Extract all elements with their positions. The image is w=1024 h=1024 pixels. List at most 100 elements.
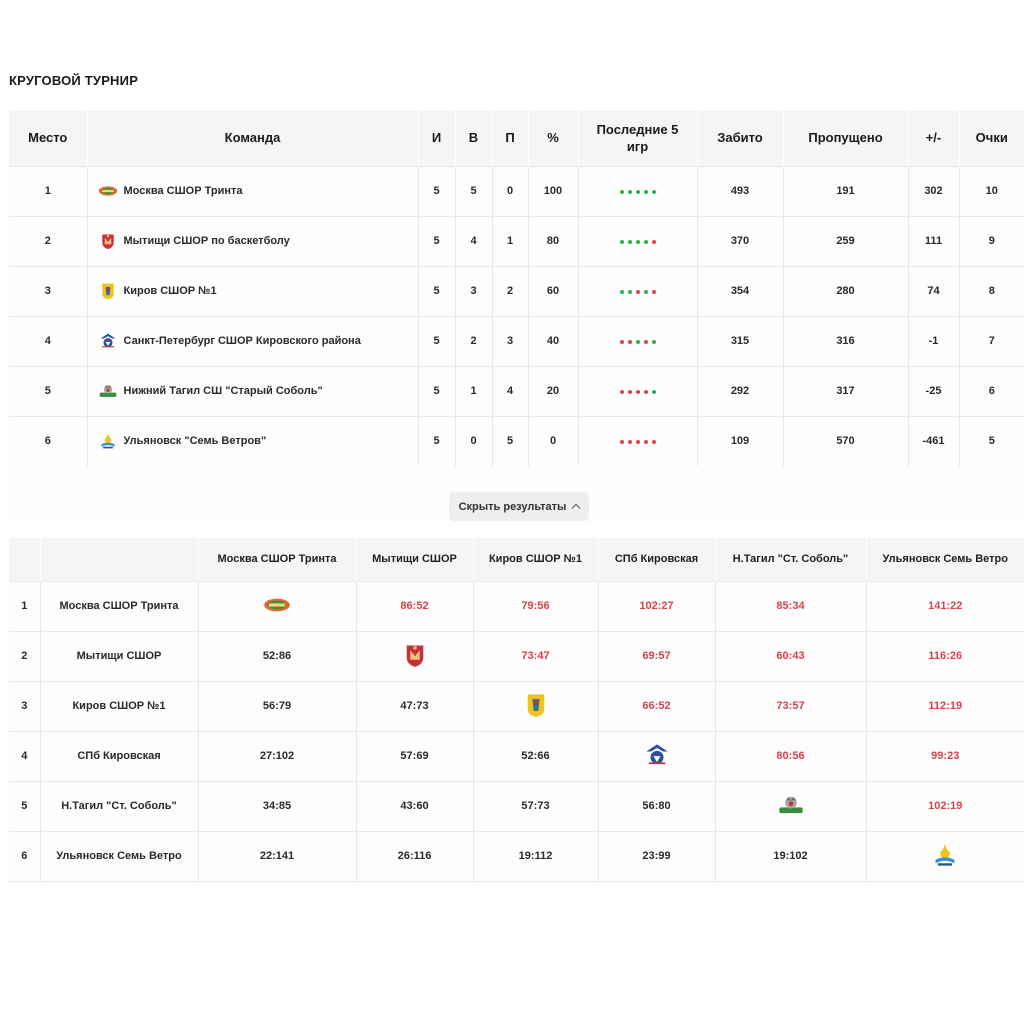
- score-cell[interactable]: 43:60: [356, 780, 474, 831]
- header-games[interactable]: И: [418, 110, 456, 166]
- points-cell: 9: [959, 215, 1024, 266]
- score-cell[interactable]: 34:85: [198, 780, 357, 831]
- score-cell[interactable]: 57:69: [356, 730, 474, 781]
- score-cell[interactable]: 27:102: [198, 730, 357, 781]
- loss-dot: [619, 340, 624, 344]
- team-name[interactable]: Москва СШОР Тринта: [123, 185, 243, 197]
- standings-row[interactable]: 1 Москва СШОР Тринта 5 5 0 100 493 191 302 10: [9, 165, 1024, 216]
- loss-dot: [643, 340, 648, 344]
- score-cell[interactable]: 102:27: [598, 580, 716, 631]
- header-diff[interactable]: +/-: [908, 110, 960, 166]
- place-cell: 4: [9, 315, 88, 366]
- results-matrix: Москва СШОР Тринта Мытищи СШОР Киров СШОР …: [9, 538, 1024, 882]
- losses-cell: 2: [492, 265, 529, 316]
- hide-results-label: Скрыть результаты: [458, 500, 567, 513]
- loss-dot: [627, 440, 632, 444]
- score-cell[interactable]: 85:34: [715, 580, 867, 631]
- spb-logo-icon: [98, 332, 118, 350]
- standings-row[interactable]: 2 Мытищи СШОР по баскетболу 5 4 1 80 370 259 111…: [9, 215, 1024, 266]
- last5-dots: [619, 290, 656, 294]
- matrix-header-place: [9, 538, 41, 581]
- matrix-diagonal-cell: [356, 630, 474, 681]
- score-cell[interactable]: 47:73: [356, 680, 474, 731]
- scored-cell: 315: [697, 315, 784, 366]
- score-cell[interactable]: 116:26: [866, 630, 1024, 681]
- mytishchi-logo-icon: [401, 642, 429, 668]
- diff-cell: -25: [908, 365, 960, 416]
- header-conceded[interactable]: Пропущено: [783, 110, 909, 166]
- header-scored[interactable]: Забито: [697, 110, 784, 166]
- standings-row[interactable]: 3 Киров СШОР №1 5 3 2 60 354 280 74 8: [9, 265, 1024, 316]
- score-cell[interactable]: 141:22: [866, 580, 1024, 631]
- win-dot: [643, 240, 648, 244]
- team-name[interactable]: Ульяновск "Семь Ветров": [123, 435, 267, 447]
- score-cell[interactable]: 56:79: [198, 680, 357, 731]
- score-cell[interactable]: 73:57: [715, 680, 867, 731]
- win-dot: [619, 290, 624, 294]
- matrix-team-cell[interactable]: Мытищи СШОР: [40, 630, 199, 681]
- score-cell[interactable]: 79:56: [473, 580, 599, 631]
- header-last5[interactable]: Последние 5 игр: [578, 110, 698, 166]
- score-cell[interactable]: 73:47: [473, 630, 599, 681]
- standings-row[interactable]: 4 Санкт-Петербург СШОР Кировского района 5…: [9, 315, 1024, 366]
- score-cell[interactable]: 102:19: [866, 780, 1024, 831]
- loss-dot: [651, 290, 656, 294]
- hide-results-button[interactable]: Скрыть результаты: [449, 492, 589, 521]
- last5-cell: [578, 365, 698, 416]
- loss-dot: [635, 290, 640, 294]
- header-percent[interactable]: %: [528, 110, 579, 166]
- score-cell[interactable]: 86:52: [356, 580, 474, 631]
- team-name[interactable]: Мытищи СШОР по баскетболу: [123, 235, 290, 247]
- matrix-team-cell[interactable]: Н.Тагил "Ст. Соболь": [40, 780, 199, 831]
- score-cell[interactable]: 112:19: [866, 680, 1024, 731]
- losses-cell: 1: [492, 215, 529, 266]
- standings-row[interactable]: 5 Нижний Тагил СШ "Старый Соболь" 5 1 4 20 292…: [9, 365, 1024, 416]
- place-cell: 6: [9, 415, 88, 467]
- score-cell[interactable]: 19:112: [473, 830, 599, 882]
- score-cell[interactable]: 52:86: [198, 630, 357, 681]
- win-dot: [627, 190, 632, 194]
- score-cell[interactable]: 80:56: [715, 730, 867, 781]
- loss-dot: [627, 390, 632, 394]
- score-cell[interactable]: 69:57: [598, 630, 716, 681]
- loss-dot: [651, 240, 656, 244]
- wins-cell: 1: [455, 365, 493, 416]
- percent-cell: 40: [528, 315, 579, 366]
- header-place[interactable]: Место: [9, 110, 88, 166]
- score-cell[interactable]: 23:99: [598, 830, 716, 882]
- score-cell[interactable]: 56:80: [598, 780, 716, 831]
- matrix-row: 6 Ульяновск Семь Ветро 22:141 26:116 19:112 2…: [9, 830, 1024, 882]
- losses-cell: 5: [492, 415, 529, 467]
- team-name[interactable]: Нижний Тагил СШ "Старый Соболь": [123, 385, 323, 397]
- matrix-team-cell[interactable]: Ульяновск Семь Ветро: [40, 830, 199, 882]
- header-wins[interactable]: В: [455, 110, 493, 166]
- header-points[interactable]: Очки: [959, 110, 1024, 166]
- team-name[interactable]: Киров СШОР №1: [123, 285, 217, 297]
- scored-cell: 493: [697, 165, 784, 216]
- standings-row[interactable]: 6 Ульяновск "Семь Ветров" 5 0 5 0 109 570 -461 5: [9, 415, 1024, 467]
- header-losses[interactable]: П: [492, 110, 529, 166]
- last5-cell: [578, 315, 698, 366]
- team-name[interactable]: Санкт-Петербург СШОР Кировского района: [123, 335, 361, 347]
- loss-dot: [643, 390, 648, 394]
- games-cell: 5: [418, 315, 456, 366]
- matrix-column-header: СПб Кировская: [598, 538, 716, 581]
- matrix-team-cell[interactable]: Киров СШОР №1: [40, 680, 199, 731]
- score-cell[interactable]: 19:102: [715, 830, 867, 882]
- score-cell[interactable]: 22:141: [198, 830, 357, 882]
- win-dot: [651, 190, 656, 194]
- score-cell[interactable]: 26:116: [356, 830, 474, 882]
- matrix-row: 5 Н.Тагил "Ст. Соболь" 34:85 43:60 57:73 56:8…: [9, 780, 1024, 831]
- matrix-team-cell[interactable]: Москва СШОР Тринта: [40, 580, 199, 631]
- score-cell[interactable]: 99:23: [866, 730, 1024, 781]
- matrix-place-cell: 1: [9, 580, 41, 631]
- score-cell[interactable]: 57:73: [473, 780, 599, 831]
- diff-cell: 111: [908, 215, 960, 266]
- score-cell[interactable]: 60:43: [715, 630, 867, 681]
- matrix-team-cell[interactable]: СПб Кировская: [40, 730, 199, 781]
- last5-cell: [578, 165, 698, 216]
- header-team[interactable]: Команда: [87, 110, 419, 166]
- score-cell[interactable]: 52:66: [473, 730, 599, 781]
- score-cell[interactable]: 66:52: [598, 680, 716, 731]
- sobol-logo-icon: [98, 382, 118, 400]
